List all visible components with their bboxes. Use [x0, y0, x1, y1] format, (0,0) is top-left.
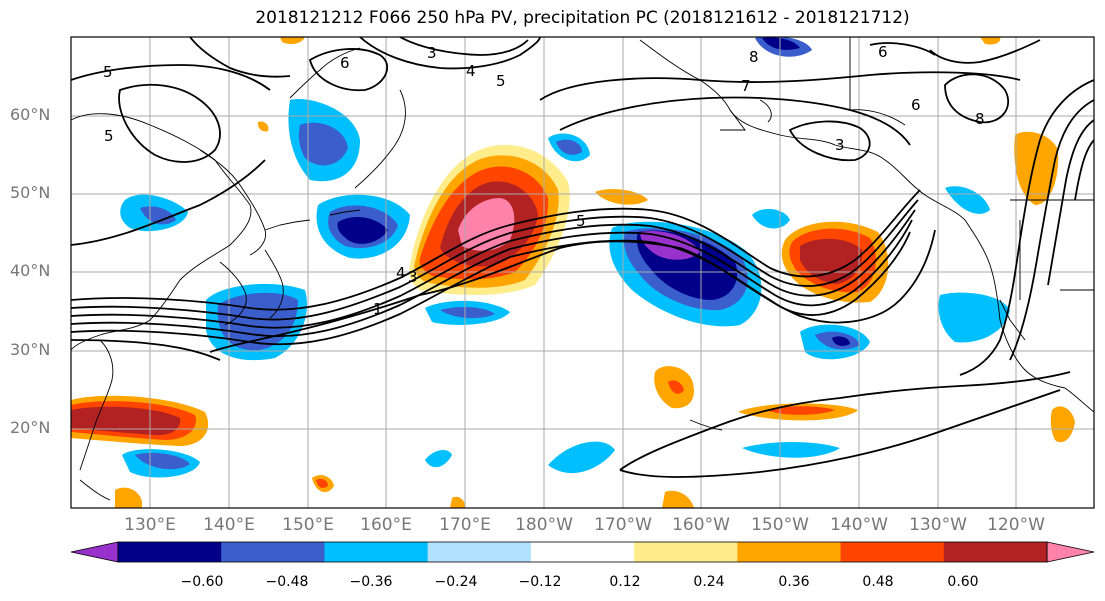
lon-label: 120°W [987, 515, 1045, 535]
colorbar-tick-label: −0.60 [180, 574, 224, 590]
plot-frame [70, 36, 1095, 509]
lon-label: 140°E [203, 515, 255, 535]
colorbar-tick-label: −0.48 [265, 574, 309, 590]
contour-label: 5 [576, 212, 586, 230]
contour-label: 8 [749, 48, 759, 66]
colorbar-segment [427, 542, 532, 562]
colorbar-tick-label: −0.24 [434, 574, 478, 590]
contour-label: 4 [466, 62, 476, 80]
lat-label: 50°N [10, 183, 51, 202]
colorbar-extend-low [70, 541, 119, 563]
contour-label: 3 [835, 136, 845, 154]
colorbar-segment [634, 542, 738, 562]
contour-label: 1 [373, 300, 383, 318]
lat-label: 40°N [10, 261, 51, 280]
colorbar [70, 541, 1095, 563]
map-gridlines [71, 37, 1094, 508]
map-title: 2018121212 F066 250 hPa PV, precipitatio… [255, 8, 910, 28]
contour-label: 6 [340, 54, 350, 72]
colorbar-segment [118, 542, 222, 562]
colorbar-tick-label: −0.12 [518, 574, 562, 590]
colorbar-segment [324, 542, 429, 562]
colorbar-segment [530, 542, 635, 562]
lon-label: 160°E [360, 515, 412, 535]
lon-label: 180°W [515, 515, 573, 535]
colorbar-segment [840, 542, 945, 562]
contour-label: 3 [427, 44, 437, 62]
contour-label: 3 [408, 268, 418, 286]
pv-contours [71, 37, 1094, 478]
precip-shading-positive [71, 37, 1075, 508]
colorbar-extend-high [1046, 541, 1095, 563]
contour-label: 7 [741, 77, 751, 95]
colorbar-tick-label: 0.12 [609, 574, 641, 590]
lon-label: 170°W [594, 515, 652, 535]
contour-label: 4 [396, 264, 406, 282]
lat-label: 30°N [10, 340, 51, 359]
colorbar-tick-label: 0.48 [862, 574, 894, 590]
lon-label: 170°E [439, 515, 491, 535]
colorbar-segment [737, 542, 842, 562]
colorbar-tick-label: 0.60 [947, 574, 979, 590]
contour-labels: 5 5 6 3 4 5 8 7 6 6 8 3 5 4 3 1 [103, 43, 985, 318]
contour-label: 8 [975, 110, 985, 128]
lon-label: 140°W [830, 515, 888, 535]
contour-label: 5 [496, 72, 506, 90]
lon-label: 130°E [124, 515, 176, 535]
contour-label: 6 [911, 96, 921, 114]
lat-label: 60°N [10, 105, 51, 124]
lat-label: 20°N [10, 418, 51, 437]
lon-label: 150°E [282, 515, 334, 535]
lon-label: 160°W [672, 515, 730, 535]
colorbar-tick-label: 0.36 [778, 574, 810, 590]
lon-label: 130°W [909, 515, 967, 535]
lon-label: 150°W [751, 515, 809, 535]
colorbar-segment [221, 542, 325, 562]
colorbar-tick-label: −0.36 [349, 574, 393, 590]
contour-label: 6 [878, 43, 888, 61]
colorbar-tick-label: 0.24 [693, 574, 725, 590]
precip-shading-negative [120, 37, 1010, 478]
colorbar-segment [943, 542, 1048, 562]
contour-label: 5 [104, 127, 114, 145]
contour-label: 5 [103, 63, 113, 81]
